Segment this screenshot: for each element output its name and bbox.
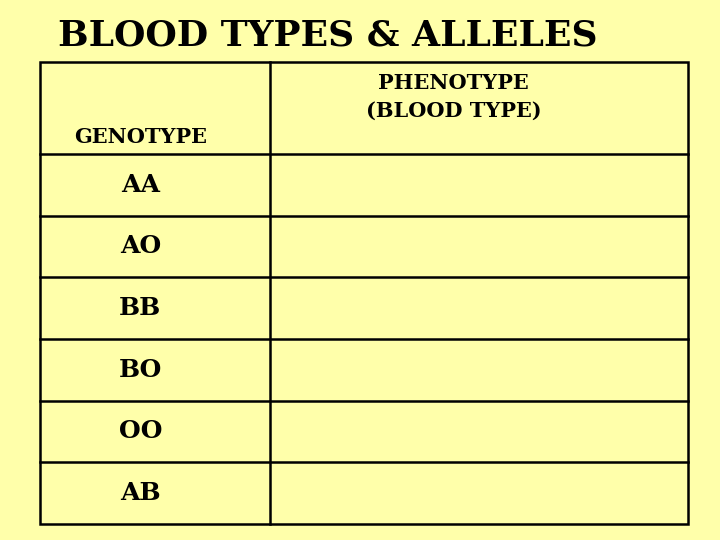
Text: GENOTYPE: GENOTYPE [74, 127, 207, 147]
Text: AB: AB [120, 481, 161, 505]
Text: OO: OO [119, 420, 162, 443]
Text: AA: AA [121, 173, 160, 197]
Text: BO: BO [119, 357, 162, 382]
Text: BLOOD TYPES & ALLELES: BLOOD TYPES & ALLELES [58, 18, 597, 52]
Text: AO: AO [120, 234, 161, 258]
Bar [40, 62, 688, 524]
Text: PHENOTYPE
(BLOOD TYPE): PHENOTYPE (BLOOD TYPE) [366, 73, 541, 121]
Text: BB: BB [120, 296, 161, 320]
